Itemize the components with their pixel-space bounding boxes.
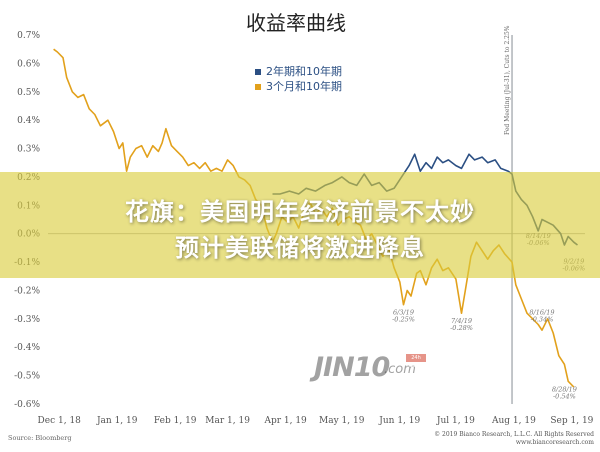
x-tick-label: Feb 1, 19 <box>154 416 197 426</box>
legend-swatch <box>255 84 261 90</box>
annotation-value: -0.54% <box>553 392 576 400</box>
x-axis: Dec 1, 18 Jan 1, 19 Feb 1, 19 Mar 1, 19 Apr … <box>38 416 594 426</box>
y-tick-label: 0.3% <box>17 145 40 155</box>
x-tick-label: May 1, 19 <box>319 416 365 426</box>
annotation-date: 8/16/19 <box>529 309 554 317</box>
y-tick-label: -0.4% <box>14 343 40 353</box>
y-tick-label: -0.5% <box>14 372 40 382</box>
y-tick-label: -0.6% <box>14 400 40 410</box>
annotation-date: 7/4/19 <box>451 317 472 325</box>
x-tick-label: Sep 1, 19 <box>550 416 593 426</box>
watermark-logo: JIN10 .com 24h NEWS <box>314 352 434 390</box>
legend-label: 3个月和10年期 <box>266 79 342 93</box>
x-tick-label: Jun 1, 19 <box>378 416 420 426</box>
annotation-date: 6/3/19 <box>393 309 414 317</box>
x-tick-label: Jul 1, 19 <box>436 416 475 426</box>
watermark-suffix: .com <box>384 362 416 377</box>
headline-line-2: 预计美联储将激进降息 <box>175 234 425 262</box>
chart-title: 收益率曲线 <box>246 11 346 35</box>
headline-banner: 花旗：美国明年经济前景不太妙 预计美联储将激进降息 <box>0 172 600 278</box>
y-tick-label: 0.4% <box>17 116 40 126</box>
annotation-value: -0.25% <box>392 316 415 324</box>
headline-line-1: 花旗：美国明年经济前景不太妙 <box>125 198 475 226</box>
x-tick-label: Jan 1, 19 <box>96 416 138 426</box>
annotation-value: -0.28% <box>450 324 473 332</box>
watermark-badge: 24h NEWS <box>406 354 426 369</box>
y-tick-label: 0.6% <box>17 59 40 69</box>
legend-swatch <box>255 69 261 75</box>
x-tick-label: Mar 1, 19 <box>205 416 250 426</box>
y-tick-label: -0.3% <box>14 315 40 325</box>
annotation-value: -0.34% <box>531 316 554 324</box>
y-tick-label: 0.5% <box>17 88 40 98</box>
x-tick-label: Apr 1, 19 <box>263 416 307 426</box>
legend-label: 2年期和10年期 <box>266 64 342 78</box>
y-tick-label: -0.2% <box>14 286 40 296</box>
x-tick-label: Aug 1, 19 <box>491 416 536 426</box>
source-label: Source: Bloomberg <box>8 434 72 442</box>
fed-meeting-note: Fed Meeting (Jul-31), Cuts to 2.25% <box>504 25 511 135</box>
x-tick-label: Dec 1, 18 <box>38 416 82 426</box>
watermark-text: JIN10 <box>314 352 390 383</box>
copyright-label: © 2019 Bianco Research, L.L.C. All Right… <box>434 431 594 438</box>
website-label: www.biancoresearch.com <box>516 439 594 446</box>
annotation-date: 8/28/19 <box>552 385 577 393</box>
y-tick-label: 0.7% <box>17 31 40 41</box>
